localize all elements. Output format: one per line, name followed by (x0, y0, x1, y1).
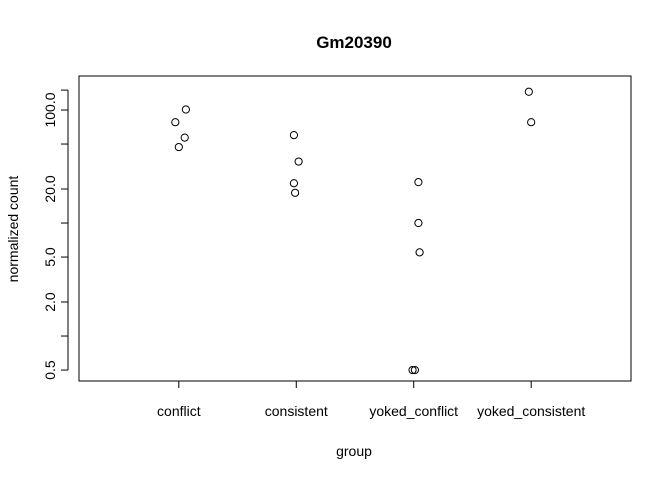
data-point (414, 178, 423, 187)
y-tick-label: 100.0 (42, 92, 58, 127)
data-point (181, 105, 190, 114)
data-point (414, 218, 423, 228)
y-tick-label: 0.5 (42, 360, 58, 380)
data-point (171, 118, 180, 127)
y-axis: 0.5 2.0 5.0 20.0 100.0 (42, 89, 69, 380)
data-point (527, 118, 536, 127)
data-point (415, 248, 424, 257)
x-tick-label: yoked_consistent (477, 403, 585, 419)
plot-frame (78, 75, 632, 382)
x-tick-label: yoked_conflict (369, 403, 458, 419)
x-tick-label: conflict (157, 403, 201, 419)
data-point (180, 133, 189, 142)
chart-title: Gm20390 (316, 33, 392, 52)
y-tick-label: 2.0 (42, 292, 58, 312)
x-tick-label: consistent (265, 403, 328, 419)
y-axis-label: normalized count (5, 176, 21, 283)
data-point (291, 188, 300, 197)
y-tick-label: 5.0 (42, 247, 58, 267)
data-point (408, 365, 417, 375)
data-points (171, 87, 536, 375)
x-axis-label: group (336, 443, 372, 459)
data-point (174, 142, 183, 152)
data-point (410, 365, 419, 375)
data-point (289, 179, 299, 188)
data-point (294, 157, 303, 166)
data-point (524, 87, 533, 96)
y-tick-label: 20.0 (42, 175, 58, 202)
x-axis: conflict consistent yoked_conflict yoked_co… (157, 380, 585, 419)
data-point (289, 130, 299, 140)
